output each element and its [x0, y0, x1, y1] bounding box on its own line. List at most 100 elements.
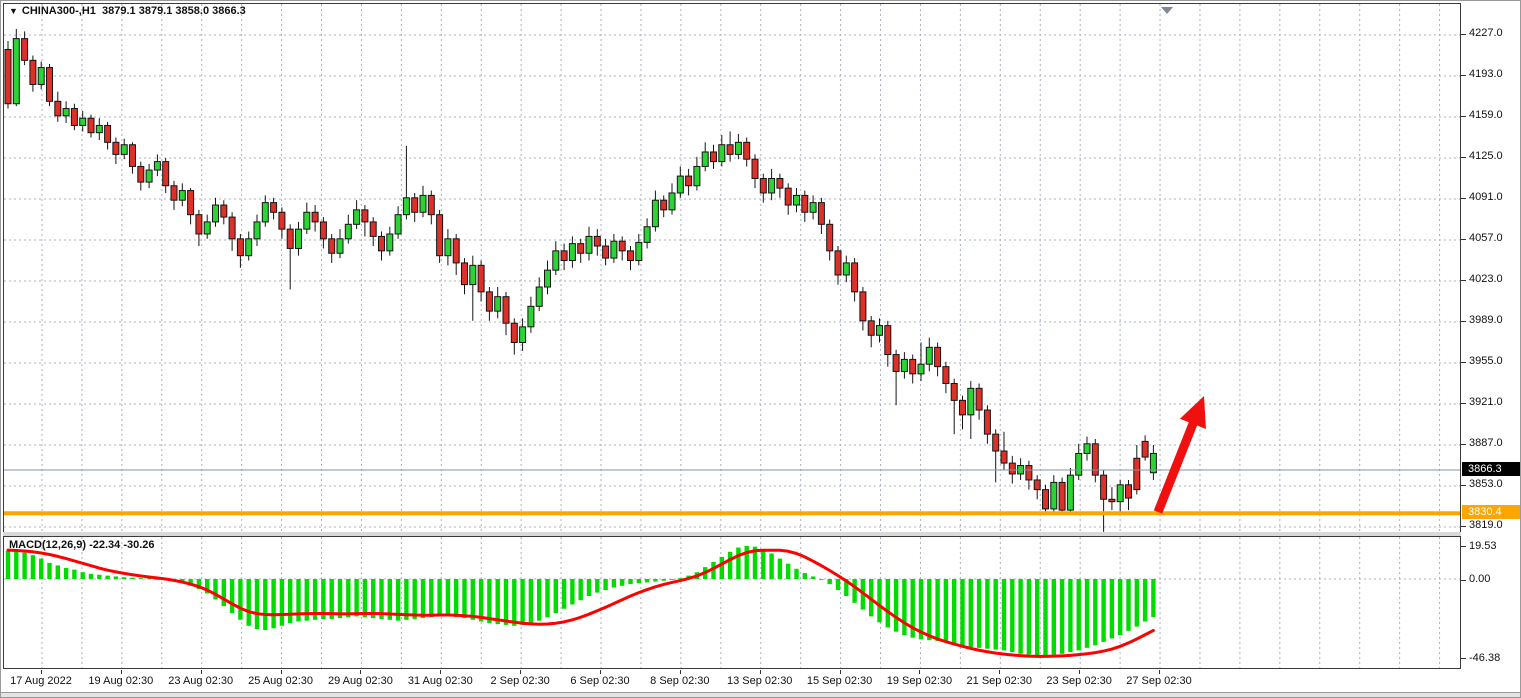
price-axis-label: 4091.0: [1469, 191, 1503, 203]
macd-histogram-bar: [1151, 579, 1156, 617]
macd-histogram-bar: [437, 579, 442, 617]
chart-shift-marker-icon: [1161, 7, 1173, 14]
macd-histogram-bar: [387, 579, 392, 620]
bear-candle: [236, 238, 244, 257]
price-axis-tick: [1461, 279, 1466, 281]
bull-candle: [62, 108, 70, 117]
macd-axis-tick: [1461, 579, 1466, 581]
macd-signal-line: [6, 548, 1155, 658]
price-axis-label: 4057.0: [1469, 232, 1503, 244]
up-arrow-annotation[interactable]: [1153, 396, 1206, 514]
macd-histogram-bar: [329, 579, 334, 619]
bull-candle: [842, 262, 850, 276]
price-axis-tick: [1461, 33, 1466, 35]
macd-chart-canvas[interactable]: [4, 537, 1460, 668]
bear-candle: [21, 38, 29, 61]
macd-histogram-bar: [97, 574, 102, 579]
bear-candle: [46, 67, 53, 102]
macd-histogram-bar: [429, 579, 434, 618]
time-axis-tick: [440, 670, 442, 674]
macd-histogram-bar: [22, 552, 27, 579]
macd-histogram-bar: [1118, 579, 1123, 636]
time-axis-tick: [839, 670, 841, 674]
time-axis-label: 15 Sep 02:30: [806, 675, 873, 687]
main-chart-panel[interactable]: [3, 3, 1461, 533]
bear-candle: [909, 358, 917, 375]
bear-candle: [137, 165, 145, 183]
macd-histogram-bar: [827, 579, 832, 585]
bear-candle: [776, 178, 784, 189]
bear-candle: [162, 161, 170, 187]
price-axis-label: 4023.0: [1469, 273, 1503, 285]
indicator-name: MACD(12,26,9): [9, 539, 87, 551]
bull-candle: [37, 67, 45, 85]
macd-histogram-bar: [520, 579, 525, 625]
bear-candle: [187, 190, 195, 216]
bear-candle: [801, 194, 809, 213]
macd-histogram-bar: [727, 551, 733, 579]
macd-histogram-bar: [561, 579, 567, 609]
time-axis-label: 13 Sep 02:30: [726, 675, 793, 687]
macd-axis-tick: [1461, 658, 1466, 660]
bull-candle: [643, 226, 651, 243]
price-axis-label: 3853.0: [1469, 478, 1503, 490]
macd-histogram-bar: [1043, 579, 1048, 656]
macd-histogram-bar: [844, 579, 849, 596]
macd-histogram-bar: [1010, 579, 1015, 653]
price-axis[interactable]: 4227.0 4193.0 4159.0 4125.0 4091.0 4057.0 4023…: [1461, 1, 1520, 669]
price-axis-tick: [1461, 197, 1466, 199]
bear-candle: [1042, 489, 1049, 510]
macd-histogram-bar: [752, 546, 758, 579]
bear-candle: [436, 214, 444, 257]
panel-splitter[interactable]: [3, 532, 1461, 536]
bull-candle: [1116, 484, 1124, 503]
macd-indicator-panel[interactable]: [3, 536, 1461, 669]
bear-candle: [1091, 443, 1099, 476]
bear-candle: [950, 383, 958, 401]
chart-header: ▼ CHINA300-,H1 3879.1 3879.1 3858.0 3866.…: [9, 5, 246, 17]
macd-histogram-bar: [263, 579, 268, 630]
time-axis-label: 21 Sep 02:30: [966, 675, 1033, 687]
bull-candle: [535, 286, 543, 307]
bear-candle: [618, 240, 626, 252]
macd-histogram-bar: [454, 579, 459, 618]
macd-histogram-bar: [395, 579, 401, 621]
time-axis[interactable]: 17 Aug 2022 19 Aug 02:30 23 Aug 02:30 25 Au…: [1, 670, 1520, 692]
bull-candle: [552, 250, 560, 271]
macd-histogram-bar: [321, 579, 326, 619]
time-axis-tick: [1079, 670, 1081, 674]
time-axis-label: 23 Aug 02:30: [168, 675, 234, 687]
price-axis-tick: [1461, 484, 1466, 486]
macd-histogram-bar: [5, 550, 11, 579]
current-price-badge: 3866.3: [1462, 461, 1520, 476]
macd-histogram-bar: [1051, 579, 1056, 655]
macd-histogram-bar: [910, 579, 915, 638]
bear-candle: [195, 214, 203, 235]
bull-candle: [245, 238, 253, 257]
bear-candle: [934, 346, 942, 368]
macd-histogram-bar: [976, 579, 982, 648]
macd-histogram-bar: [39, 558, 44, 579]
macd-histogram-bar: [1026, 579, 1032, 655]
bear-candle: [867, 320, 875, 336]
bear-candle: [4, 48, 12, 105]
bear-candle: [784, 187, 792, 206]
bull-candle: [253, 221, 261, 240]
candlestick-chart-canvas[interactable]: [4, 4, 1460, 532]
one-click-trading-toggle-icon[interactable]: ▼: [9, 6, 18, 16]
bear-candle: [1058, 481, 1066, 511]
macd-histogram-bar: [620, 579, 625, 586]
macd-histogram-bar: [503, 579, 509, 625]
macd-histogram-bar: [271, 579, 276, 629]
bear-candle: [892, 354, 900, 372]
macd-histogram-bar: [918, 579, 924, 640]
macd-histogram-bar: [470, 579, 475, 620]
price-axis-label: 3921.0: [1469, 396, 1503, 408]
bear-candle: [270, 202, 278, 213]
macd-indicator-label: MACD(12,26,9) -22.34 -30.26: [9, 539, 155, 551]
macd-histogram-bar: [611, 579, 617, 588]
macd-histogram-bar: [653, 579, 658, 582]
macd-histogram-bar: [1018, 579, 1023, 654]
time-axis-tick: [200, 670, 202, 674]
